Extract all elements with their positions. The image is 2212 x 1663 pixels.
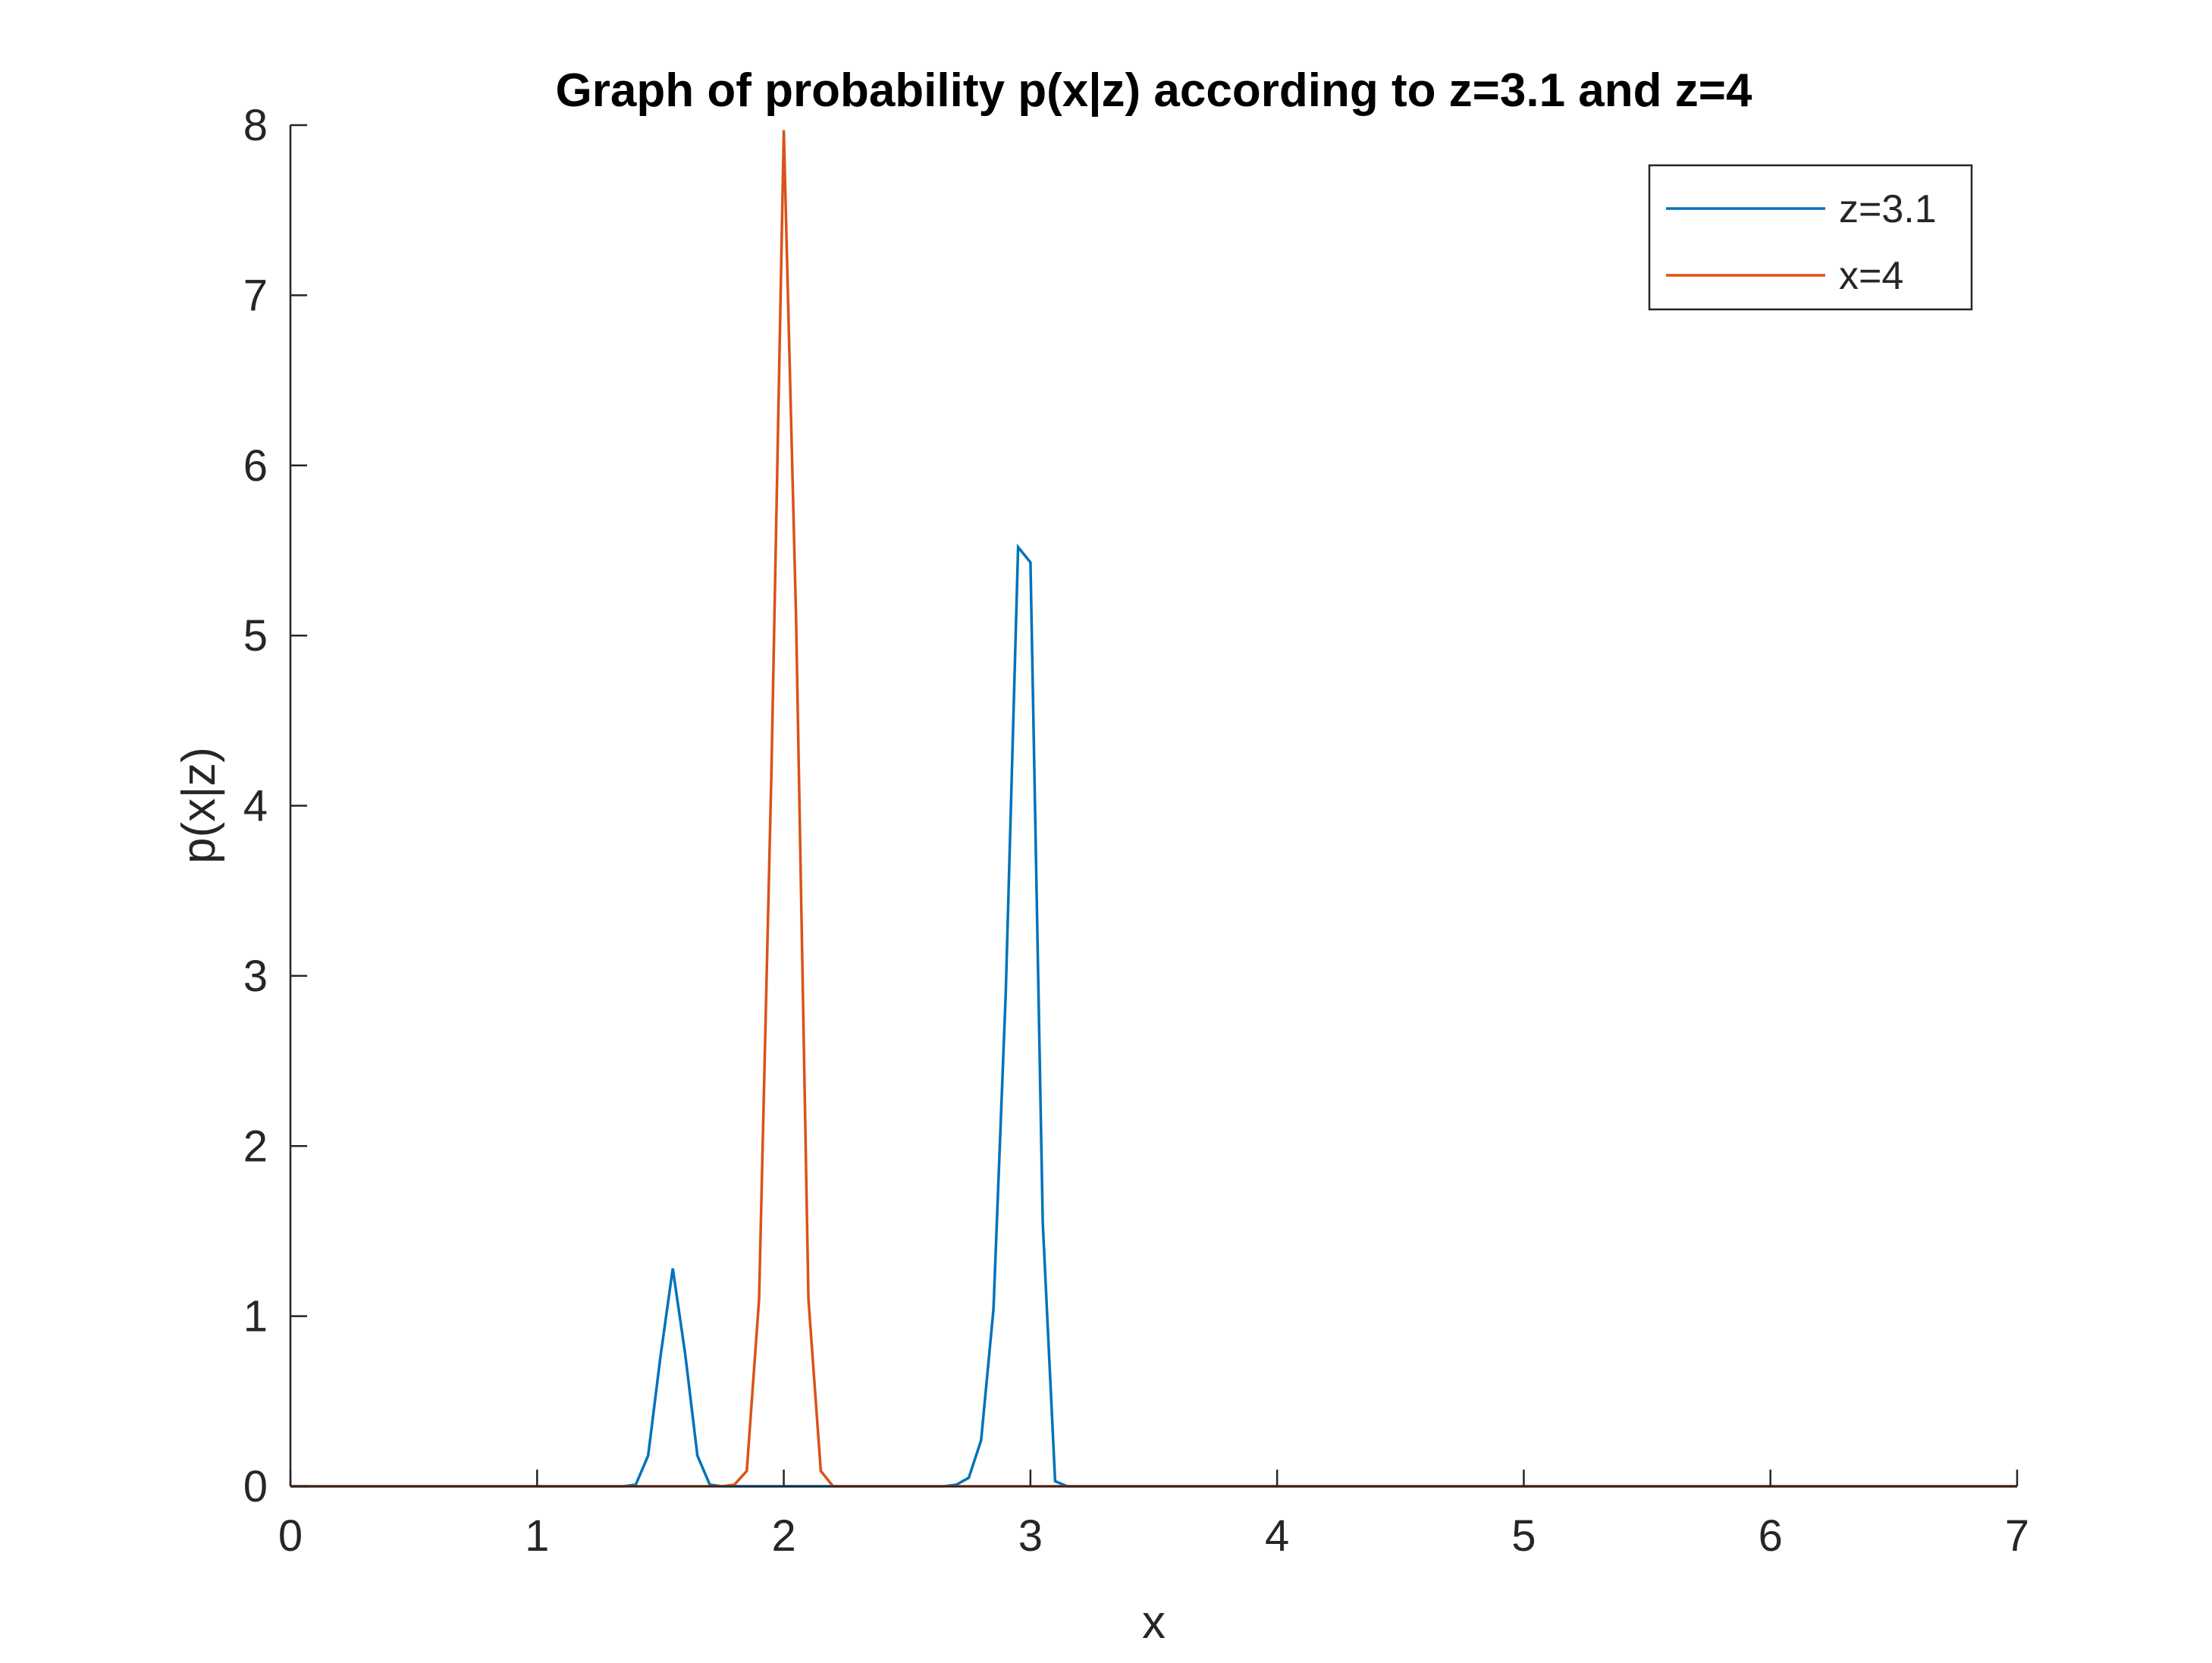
y-tick-label: 2: [243, 1122, 268, 1171]
x-tick-label: 6: [1759, 1511, 1783, 1561]
x-tick-label: 4: [1265, 1511, 1289, 1561]
y-tick-label: 6: [243, 441, 268, 491]
x-tick-label: 3: [1018, 1511, 1043, 1561]
x-tick-label: 2: [771, 1511, 795, 1561]
series-line-2: [290, 130, 2017, 1488]
x-axis-label: x: [1142, 1596, 1166, 1649]
y-tick-label: 5: [243, 611, 268, 660]
legend-box: [1648, 164, 1973, 311]
y-tick-label: 0: [243, 1462, 268, 1511]
y-axis-label: p(x|z): [173, 747, 225, 864]
y-tick-label: 4: [243, 782, 268, 831]
y-tick-label: 7: [243, 271, 268, 320]
chart-title: Graph of probability p(x|z) according to…: [556, 64, 1752, 118]
x-tick-label: 1: [525, 1511, 549, 1561]
y-tick-label: 3: [243, 952, 268, 1001]
x-tick-label: 7: [2005, 1511, 2029, 1561]
y-tick-label: 8: [243, 101, 268, 150]
y-tick-label: 1: [243, 1292, 268, 1341]
x-tick-label: 5: [1511, 1511, 1536, 1561]
legend-entry-2: x=4: [1839, 254, 1903, 298]
x-tick-label: 0: [278, 1511, 303, 1561]
legend-entry-1: z=3.1: [1839, 187, 1937, 231]
